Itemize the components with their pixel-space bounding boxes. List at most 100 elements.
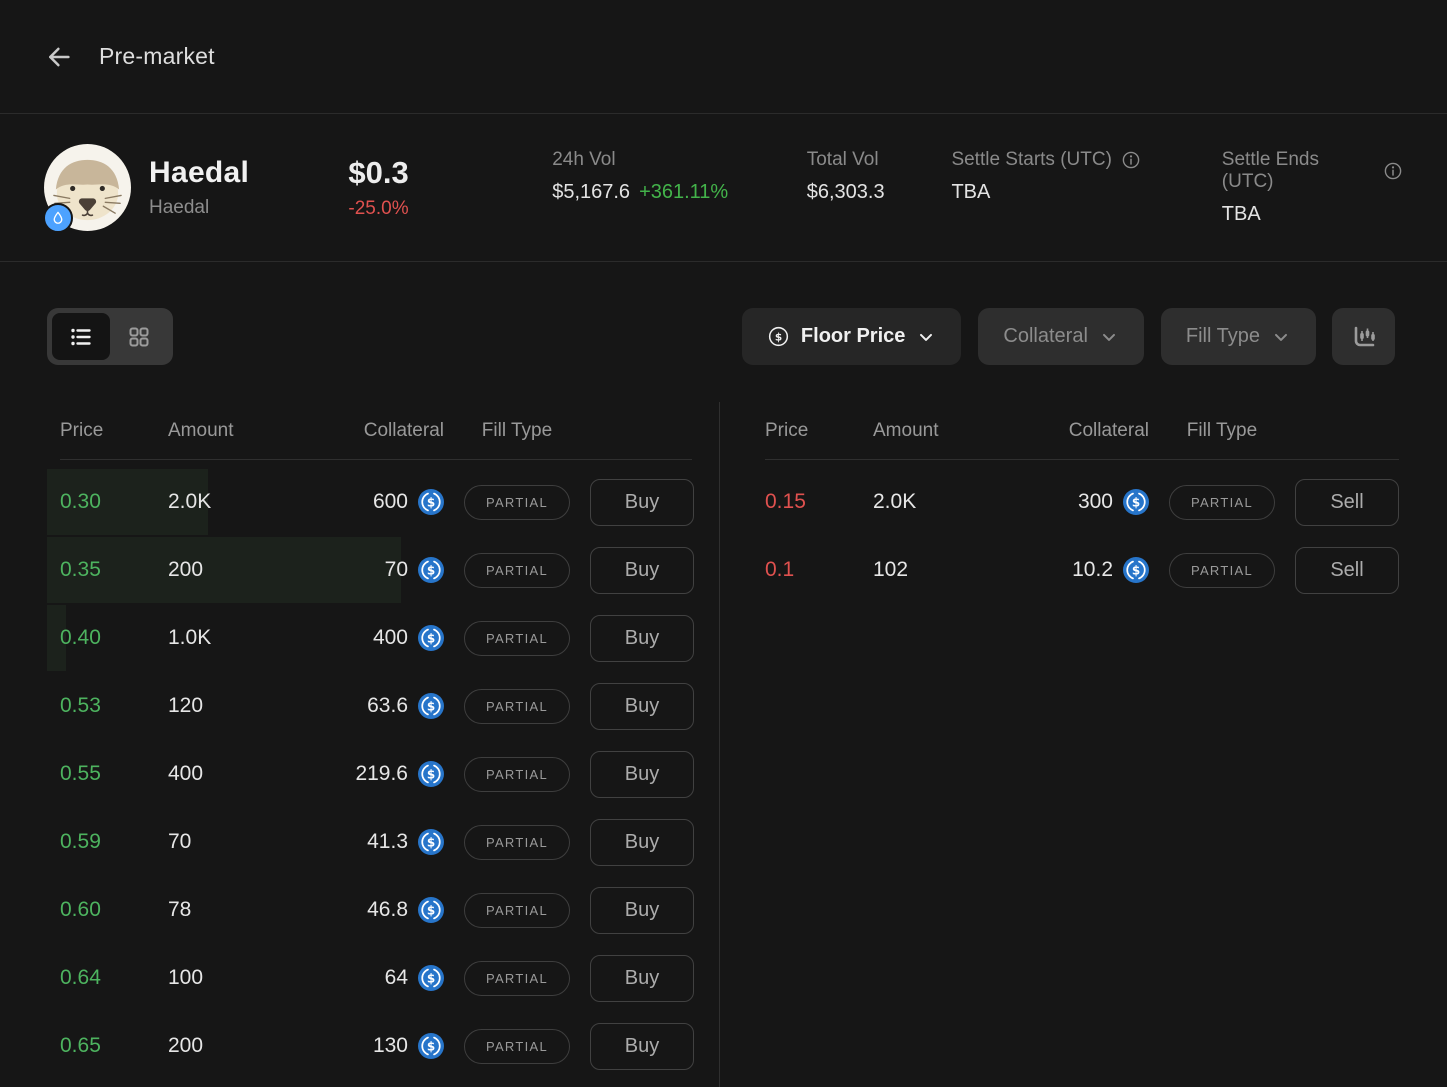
stat-settle-ends: Settle Ends (UTC) TBA bbox=[1222, 149, 1403, 226]
stat-value: $6,303.3 bbox=[806, 181, 885, 203]
order-collateral: 41.3 $ bbox=[298, 829, 444, 855]
order-collateral: 600 $ bbox=[298, 489, 444, 515]
list-icon bbox=[68, 324, 94, 350]
chevron-down-icon bbox=[1099, 327, 1119, 347]
order-price: 0.53 bbox=[60, 694, 101, 717]
token-stats: 24h Vol $5,167.6 +361.11% Total Vol $6,3… bbox=[552, 149, 1403, 226]
svg-text:$: $ bbox=[427, 768, 435, 782]
usdc-icon: $ bbox=[418, 829, 444, 855]
buy-button[interactable]: Buy bbox=[590, 682, 694, 730]
svg-text:$: $ bbox=[775, 331, 782, 343]
order-price: 0.60 bbox=[60, 898, 101, 921]
order-amount: 70 bbox=[168, 830, 192, 853]
token-subtitle: Haedal bbox=[149, 197, 210, 218]
order-price: 0.55 bbox=[60, 762, 101, 785]
info-circle-icon[interactable] bbox=[1121, 150, 1141, 170]
buy-button[interactable]: Buy bbox=[590, 614, 694, 662]
order-price: 0.64 bbox=[60, 966, 101, 989]
order-price: 0.15 bbox=[765, 490, 806, 513]
buy-button[interactable]: Buy bbox=[590, 1022, 694, 1070]
usdc-icon: $ bbox=[418, 897, 444, 923]
order-price: 0.30 bbox=[60, 490, 101, 513]
buy-button[interactable]: Buy bbox=[590, 954, 694, 1002]
candlestick-chart-icon bbox=[1350, 323, 1378, 351]
usdc-icon: $ bbox=[418, 693, 444, 719]
svg-text:$: $ bbox=[427, 700, 435, 714]
order-amount: 2.0K bbox=[873, 490, 917, 513]
svg-text:$: $ bbox=[427, 496, 435, 510]
stat-value: TBA bbox=[1221, 203, 1261, 225]
order-amount: 78 bbox=[168, 898, 192, 921]
order-collateral: 400 $ bbox=[298, 625, 444, 651]
order-row: 0.1 102 10.2 $ PARTIAL Sell bbox=[765, 536, 1399, 604]
order-price: 0.1 bbox=[765, 558, 795, 581]
order-row: 0.53 120 63.6 $ PARTIAL Buy bbox=[60, 672, 694, 740]
arrow-left-icon bbox=[44, 42, 74, 72]
sell-button[interactable]: Sell bbox=[1295, 546, 1399, 594]
token-info-bar: Haedal Haedal $0.3 -25.0% 24h Vol $5,167… bbox=[0, 114, 1447, 262]
page-title: Pre-market bbox=[99, 43, 215, 69]
svg-text:$: $ bbox=[427, 904, 435, 918]
svg-text:$: $ bbox=[1132, 496, 1140, 510]
info-circle-icon[interactable] bbox=[1383, 161, 1403, 181]
chart-view-button[interactable] bbox=[1332, 308, 1395, 365]
buy-button[interactable]: Buy bbox=[590, 886, 694, 934]
buy-orderbook: Price Amount Collateral Fill Type 0.30 2… bbox=[0, 402, 720, 1087]
column-price: Price bbox=[60, 420, 104, 441]
order-amount: 102 bbox=[873, 558, 909, 581]
order-amount: 200 bbox=[168, 1034, 204, 1057]
order-row: 0.35 200 70 $ PARTIAL Buy bbox=[47, 536, 694, 604]
stat-value: TBA bbox=[951, 181, 991, 203]
token-change: -25.0% bbox=[348, 198, 409, 219]
usdc-icon: $ bbox=[418, 557, 444, 583]
svg-text:$: $ bbox=[427, 972, 435, 986]
fill-type-badge: PARTIAL bbox=[463, 688, 571, 724]
svg-text:$: $ bbox=[427, 836, 435, 850]
svg-text:$: $ bbox=[427, 632, 435, 646]
order-row: 0.40 1.0K 400 $ PARTIAL Buy bbox=[47, 604, 694, 672]
order-row: 0.15 2.0K 300 $ PARTIAL Sell bbox=[765, 468, 1399, 536]
list-view-button[interactable] bbox=[52, 313, 110, 360]
fill-type-badge: PARTIAL bbox=[463, 824, 571, 860]
table-header: Price Amount Collateral Fill Type bbox=[60, 402, 692, 460]
svg-text:$: $ bbox=[1132, 564, 1140, 578]
chevron-down-icon bbox=[1271, 327, 1291, 347]
stat-value: $5,167.6 bbox=[552, 181, 631, 203]
sell-orderbook: Price Amount Collateral Fill Type 0.15 2… bbox=[720, 402, 1447, 1087]
token-price-block: $0.3 -25.0% bbox=[348, 155, 469, 220]
order-price: 0.40 bbox=[60, 626, 101, 649]
floor-price-filter[interactable]: $ Floor Price bbox=[741, 308, 962, 365]
order-amount: 200 bbox=[168, 558, 204, 581]
column-fill-type: Fill Type bbox=[481, 420, 553, 441]
column-amount: Amount bbox=[168, 420, 234, 441]
table-header: Price Amount Collateral Fill Type bbox=[765, 402, 1399, 460]
view-toggle bbox=[47, 308, 173, 365]
buy-button[interactable]: Buy bbox=[590, 750, 694, 798]
fill-type-badge: PARTIAL bbox=[463, 1028, 571, 1064]
orderbooks: Price Amount Collateral Fill Type 0.30 2… bbox=[0, 402, 1447, 1087]
buy-button[interactable]: Buy bbox=[590, 478, 694, 526]
fill-type-badge: PARTIAL bbox=[463, 960, 571, 996]
order-collateral: 70 $ bbox=[298, 557, 444, 583]
grid-view-button[interactable] bbox=[110, 313, 168, 360]
back-button[interactable] bbox=[44, 42, 74, 72]
fill-type-badge: PARTIAL bbox=[1168, 484, 1276, 520]
sui-droplet-icon bbox=[49, 209, 67, 227]
buy-button[interactable]: Buy bbox=[590, 818, 694, 866]
chevron-down-icon bbox=[916, 327, 936, 347]
buy-button[interactable]: Buy bbox=[590, 546, 694, 594]
sell-button[interactable]: Sell bbox=[1295, 478, 1399, 526]
fill-type-badge: PARTIAL bbox=[463, 892, 571, 928]
svg-text:$: $ bbox=[427, 564, 435, 578]
order-price: 0.65 bbox=[60, 1034, 101, 1057]
fill-type-filter[interactable]: Fill Type bbox=[1160, 308, 1316, 365]
order-row: 0.60 78 46.8 $ PARTIAL Buy bbox=[60, 876, 694, 944]
collateral-filter[interactable]: Collateral bbox=[978, 308, 1144, 365]
stat-settle-starts: Settle Starts (UTC) TBA bbox=[951, 149, 1196, 204]
top-bar: Pre-market bbox=[0, 0, 1447, 114]
order-row: 0.64 100 64 $ PARTIAL Buy bbox=[60, 944, 694, 1012]
column-collateral: Collateral bbox=[1068, 420, 1149, 441]
order-collateral: 130 $ bbox=[298, 1033, 444, 1059]
sui-chain-badge bbox=[43, 203, 73, 233]
